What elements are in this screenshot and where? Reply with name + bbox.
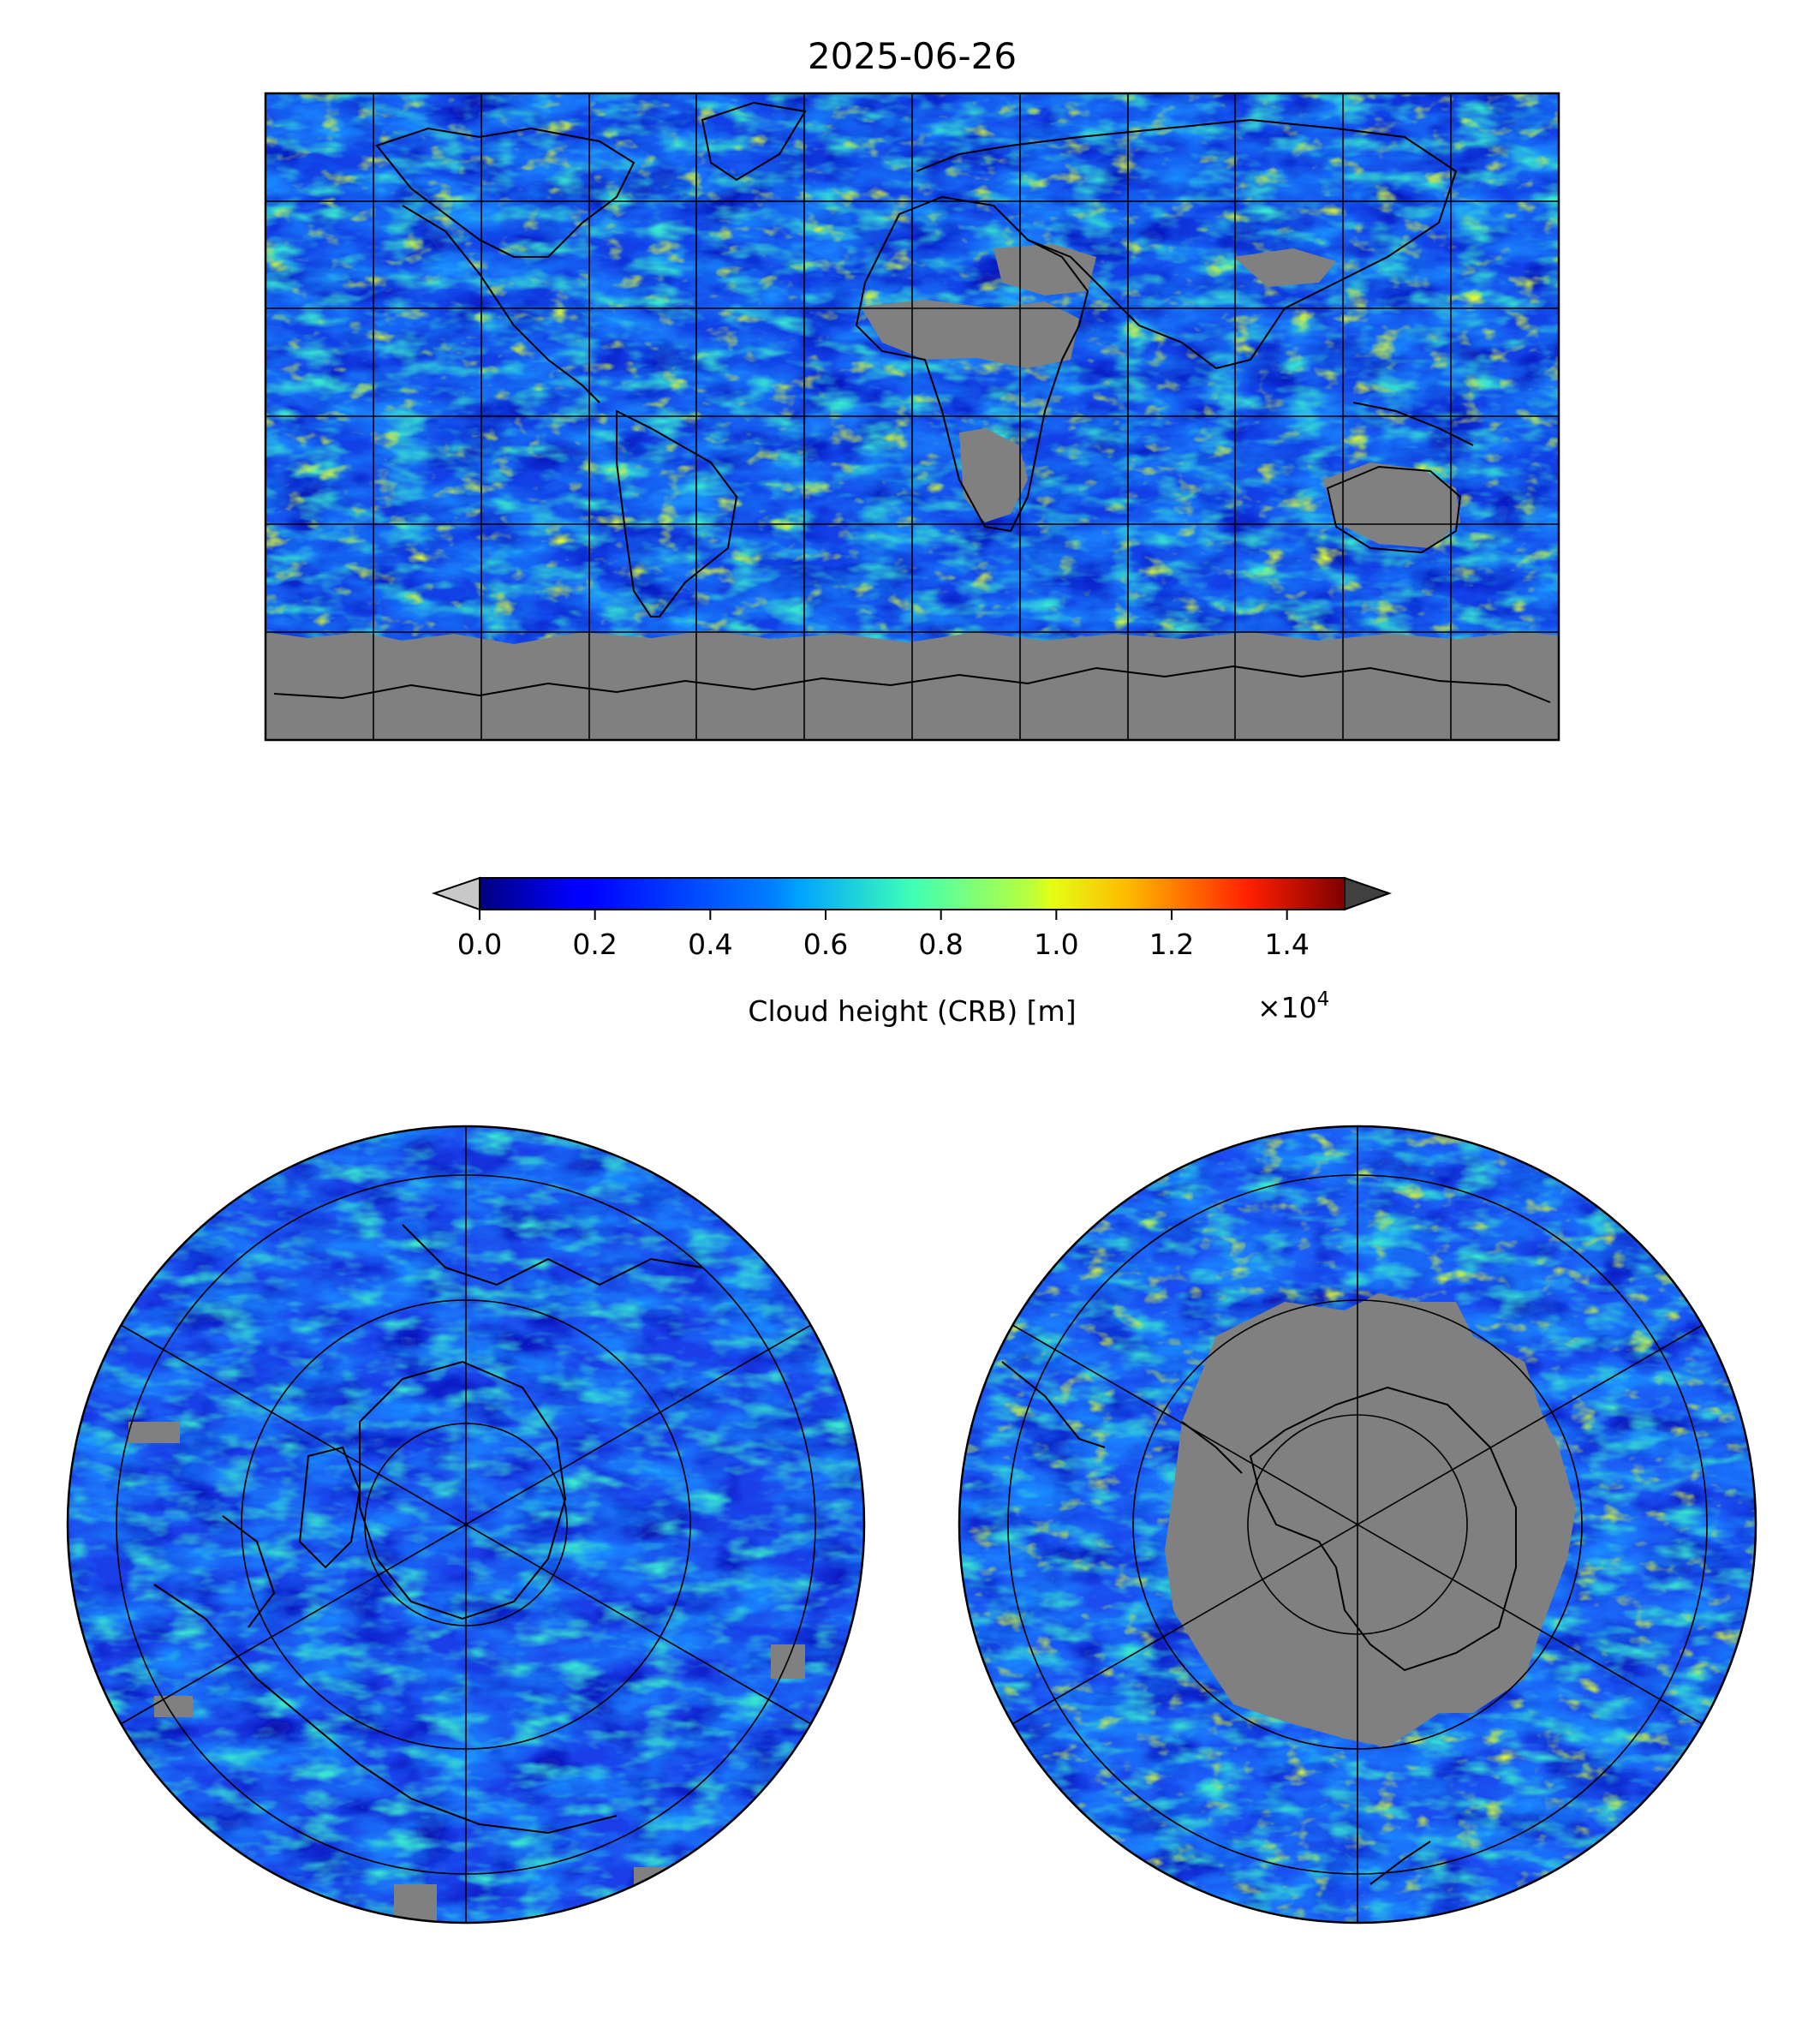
- colorbar-tick-label: 1.2: [1149, 928, 1194, 961]
- colorbar-tick-label: 0.0: [457, 928, 502, 961]
- colorbar-tick-label: 1.4: [1264, 928, 1309, 961]
- north-polar-map: [68, 1126, 864, 1923]
- south-polar-frame: [958, 1125, 1757, 1925]
- global-map: [266, 93, 1559, 740]
- colorbar-label: Cloud height (CRB) [m]: [748, 994, 1076, 1028]
- south-polar-map: [959, 1126, 1756, 1923]
- colorbar-over-extension: [1344, 876, 1392, 911]
- gridlines: [266, 93, 1559, 740]
- colorbar-multiplier-base: ×10: [1257, 991, 1317, 1024]
- coastlines: [273, 101, 1551, 703]
- colorbar-under-extension: [431, 876, 480, 911]
- north-polar-frame: [66, 1125, 866, 1925]
- colorbar-tick-label: 0.6: [803, 928, 848, 961]
- no-data-regions: [1165, 1293, 1576, 1747]
- colorbar-tick-label: 0.2: [572, 928, 617, 961]
- colorbar: 0.0 0.2 0.4 0.6 0.8 1.0 1.2 1.4 Cloud height (C…: [431, 876, 1392, 1028]
- colorbar-multiplier-exponent: 4: [1317, 988, 1330, 1011]
- figure-title: 2025-06-26: [808, 35, 1017, 77]
- colorbar-tick-label: 1.0: [1034, 928, 1078, 961]
- colorbar-tick-label: 0.8: [918, 928, 963, 961]
- colorbar-tick-label: 0.4: [688, 928, 732, 961]
- global-map-frame: [264, 92, 1560, 742]
- coastlines: [153, 1224, 703, 1835]
- colorbar-multiplier: ×104: [1257, 988, 1329, 1024]
- gridlines: [116, 1126, 816, 1923]
- colorbar-gradient: [479, 877, 1346, 910]
- colorbar-ticks: 0.0 0.2 0.4 0.6 0.8 1.0 1.2 1.4: [457, 910, 1310, 961]
- gridlines: [1007, 1126, 1708, 1923]
